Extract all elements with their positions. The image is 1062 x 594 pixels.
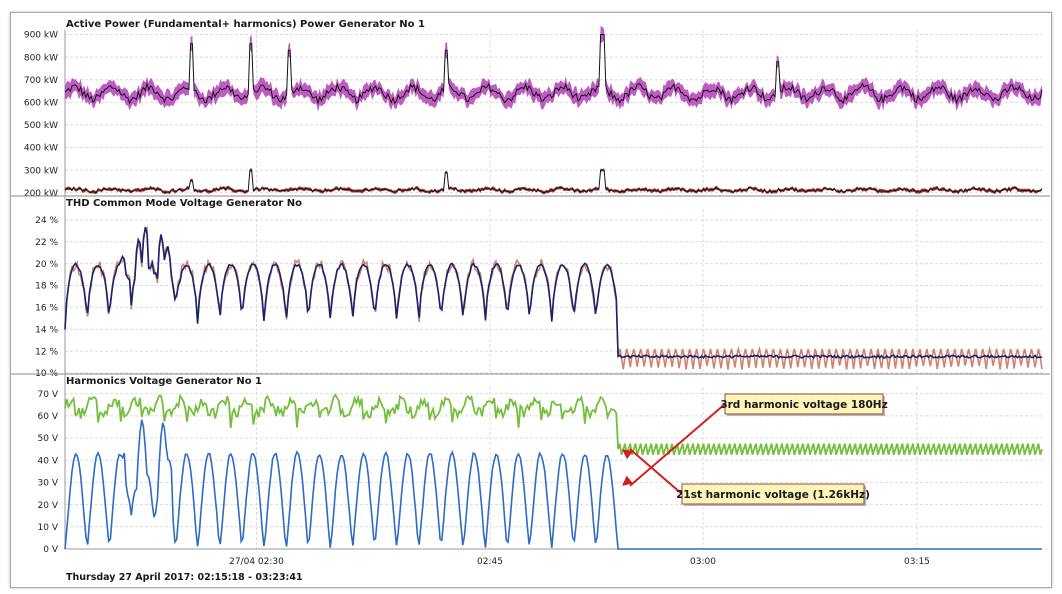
y-tick-label: 600 kW [24,99,58,109]
y-tick-label: 18 % [35,282,58,292]
harmonic-3rd-line [64,393,1043,455]
annotation-arrow-line [629,448,683,495]
y-tick-label: 40 V [38,456,59,466]
power-fundamental-line [64,34,1043,105]
harmonic-21st-line [64,419,1042,550]
y-tick-label: 70 V [38,390,59,400]
y-tick-label: 10 V [38,523,59,533]
y-tick-label: 400 kW [24,144,58,154]
y-tick-label: 12 % [35,347,58,357]
panel-title: Harmonics Voltage Generator No 1 [66,376,262,387]
y-tick-label: 60 V [38,412,59,422]
x-tick-label: 02:45 [477,557,503,567]
thd-mean-line [64,226,1043,360]
power-harmonic-line [64,169,1043,194]
panel-title: Active Power (Fundamental+ harmonics) Po… [66,19,425,30]
y-tick-label: 800 kW [24,53,58,63]
y-tick-label: 0 V [43,545,59,555]
y-tick-label: 20 V [38,501,59,511]
annotation-arrow-line [629,403,726,487]
y-tick-label: 20 % [35,260,58,270]
time-range-label: Thursday 27 April 2017: 02:15:18 - 03:23… [66,572,303,583]
annotation-label: 3rd harmonic voltage 180Hz [720,399,887,411]
panel-title: THD Common Mode Voltage Generator No [66,198,302,209]
y-tick-label: 50 V [38,434,59,444]
y-tick-label: 30 V [38,479,59,489]
annotation-label: 21st harmonic voltage (1.26kHz) [676,489,870,501]
x-tick-label: 03:00 [690,557,716,567]
annotation-arrow-head [621,449,633,460]
y-tick-label: 200 kW [24,189,58,199]
y-tick-label: 300 kW [24,166,58,176]
y-tick-label: 22 % [35,238,58,248]
y-tick-label: 24 % [35,216,58,226]
y-tick-label: 900 kW [24,31,58,41]
x-tick-label: 27/04 02:30 [229,557,284,567]
annotation-box [724,393,884,415]
annotation-box [681,483,865,505]
y-tick-label: 500 kW [24,121,58,131]
power-harmonic-band [65,168,1042,195]
x-tick-label: 03:15 [904,557,930,567]
y-tick-label: 16 % [35,304,58,314]
annotation-arrow-head [621,475,633,486]
y-tick-label: 700 kW [24,76,58,86]
y-tick-label: 14 % [35,325,58,335]
